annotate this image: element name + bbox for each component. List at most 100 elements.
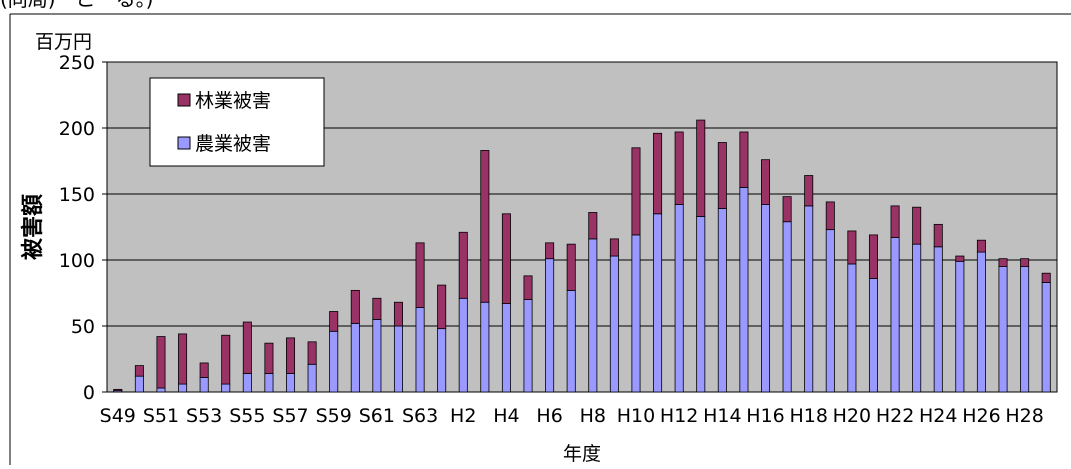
x-tick-label: S55 [229, 405, 265, 427]
bar-agri-S60 [350, 322, 360, 393]
bar-forest-S55 [242, 321, 252, 374]
bar-forest-S59 [329, 311, 339, 332]
x-tick-label: H8 [580, 405, 606, 427]
bar-forest-S62 [393, 301, 403, 327]
bar-agri-H12 [674, 204, 684, 393]
legend-label-agri: 農業被害 [195, 133, 271, 155]
bar-agri-S51 [156, 387, 166, 393]
bar-agri-H8 [588, 238, 598, 393]
bar-forest-H9 [609, 238, 619, 257]
bar-forest-S54 [221, 334, 231, 385]
bar-forest-H20 [847, 230, 857, 265]
bar-forest-S52 [178, 333, 188, 385]
y-axis-label: 被害額 [20, 194, 46, 260]
y-tick-label: 150 [59, 184, 95, 206]
x-tick-label: H10 [617, 405, 655, 427]
bar-agri-H21 [868, 278, 878, 393]
bar-agri-S50 [134, 375, 144, 393]
y-unit-label: 百万円 [35, 31, 92, 53]
bar-forest-H8 [588, 212, 598, 240]
x-tick-label: S57 [272, 405, 308, 427]
x-tick-label: H12 [660, 405, 698, 427]
bar-forest-S56 [264, 342, 274, 374]
bar-agri-H15 [739, 186, 749, 393]
y-tick-label: 0 [83, 382, 95, 404]
x-tick-label: S63 [402, 405, 438, 427]
bar-forest-H11 [653, 132, 663, 215]
x-axis-label: 年度 [563, 443, 601, 465]
x-tick-label: H26 [962, 405, 1000, 427]
x-tick-label: H20 [833, 405, 871, 427]
bar-agri-H9 [609, 255, 619, 393]
bar-agri-H22 [890, 237, 900, 393]
bar-forest-H24 [933, 223, 943, 248]
bar-agri-S62 [393, 325, 403, 393]
bar-agri-H23 [912, 243, 922, 393]
y-tick-label: 100 [59, 250, 95, 272]
bar-agri-S59 [329, 330, 339, 393]
bar-agri-H25 [955, 260, 965, 393]
x-tick-label: H6 [536, 405, 562, 427]
x-tick-label: H2 [450, 405, 476, 427]
bar-agri-H26 [976, 251, 986, 393]
bar-agri-S63 [415, 307, 425, 393]
bar-forest-H17 [782, 196, 792, 223]
bar-forest-H4 [501, 213, 511, 304]
legend-swatch-agri [177, 136, 191, 150]
bar-forest-H5 [523, 275, 533, 300]
bar-agri-S61 [372, 318, 382, 393]
bar-forest-S63 [415, 242, 425, 308]
bar-forest-H12 [674, 131, 684, 205]
bar-forest-H18 [804, 175, 814, 207]
bar-agri-H28 [1020, 266, 1030, 393]
bar-forest-H15 [739, 131, 749, 188]
bar-agri-H27 [998, 266, 1008, 393]
bar-agri-S52 [178, 383, 188, 393]
x-tick-label: H22 [876, 405, 914, 427]
bar-forest-H25 [955, 255, 965, 262]
bar-forest-H2 [458, 231, 468, 299]
bar-forest-S50 [134, 365, 144, 377]
bar-agri-H19 [825, 229, 835, 393]
bar-agri-H7 [566, 289, 576, 393]
bar-agri-H18 [804, 205, 814, 393]
legend: 林業被害 農業被害 [149, 77, 325, 167]
x-tick-label: H18 [789, 405, 827, 427]
x-tick-label: H24 [919, 405, 957, 427]
bar-agri-H13 [696, 216, 706, 393]
bar-agri-H4 [501, 303, 511, 393]
bar-forest-S61 [372, 297, 382, 320]
x-tick-label: S61 [359, 405, 395, 427]
x-tick-label: H16 [746, 405, 784, 427]
legend-label-forest: 林業被害 [195, 90, 271, 112]
x-tick-label: S59 [316, 405, 352, 427]
bar-forest-H3 [480, 150, 490, 303]
bar-forest-H7 [566, 243, 576, 291]
bar-forest-H22 [890, 205, 900, 238]
x-tick-label: H28 [1005, 405, 1043, 427]
bar-forest-H14 [717, 142, 727, 209]
y-tick-label: 50 [71, 316, 95, 338]
bar-forest-H26 [976, 239, 986, 253]
bar-forest-H10 [631, 147, 641, 236]
bar-agri-H2 [458, 297, 468, 393]
bars [113, 119, 1051, 393]
bar-forest-S53 [199, 362, 209, 378]
bar-agri-S58 [307, 363, 317, 393]
bar-forest-H21 [868, 234, 878, 279]
bar-agri-H5 [523, 299, 533, 393]
x-tick-label: H4 [493, 405, 519, 427]
bar-agri-H10 [631, 234, 641, 393]
bar-forest-S57 [286, 337, 296, 374]
bar-forest-H23 [912, 206, 922, 245]
y-tick-label: 200 [59, 118, 95, 140]
x-tick-label: S49 [100, 405, 136, 427]
legend-swatch-forest [177, 93, 191, 107]
bar-agri-H14 [717, 208, 727, 393]
bar-agri-H24 [933, 246, 943, 393]
bar-agri-H3 [480, 301, 490, 393]
bar-forest-H13 [696, 119, 706, 217]
x-tick-label: S51 [143, 405, 179, 427]
